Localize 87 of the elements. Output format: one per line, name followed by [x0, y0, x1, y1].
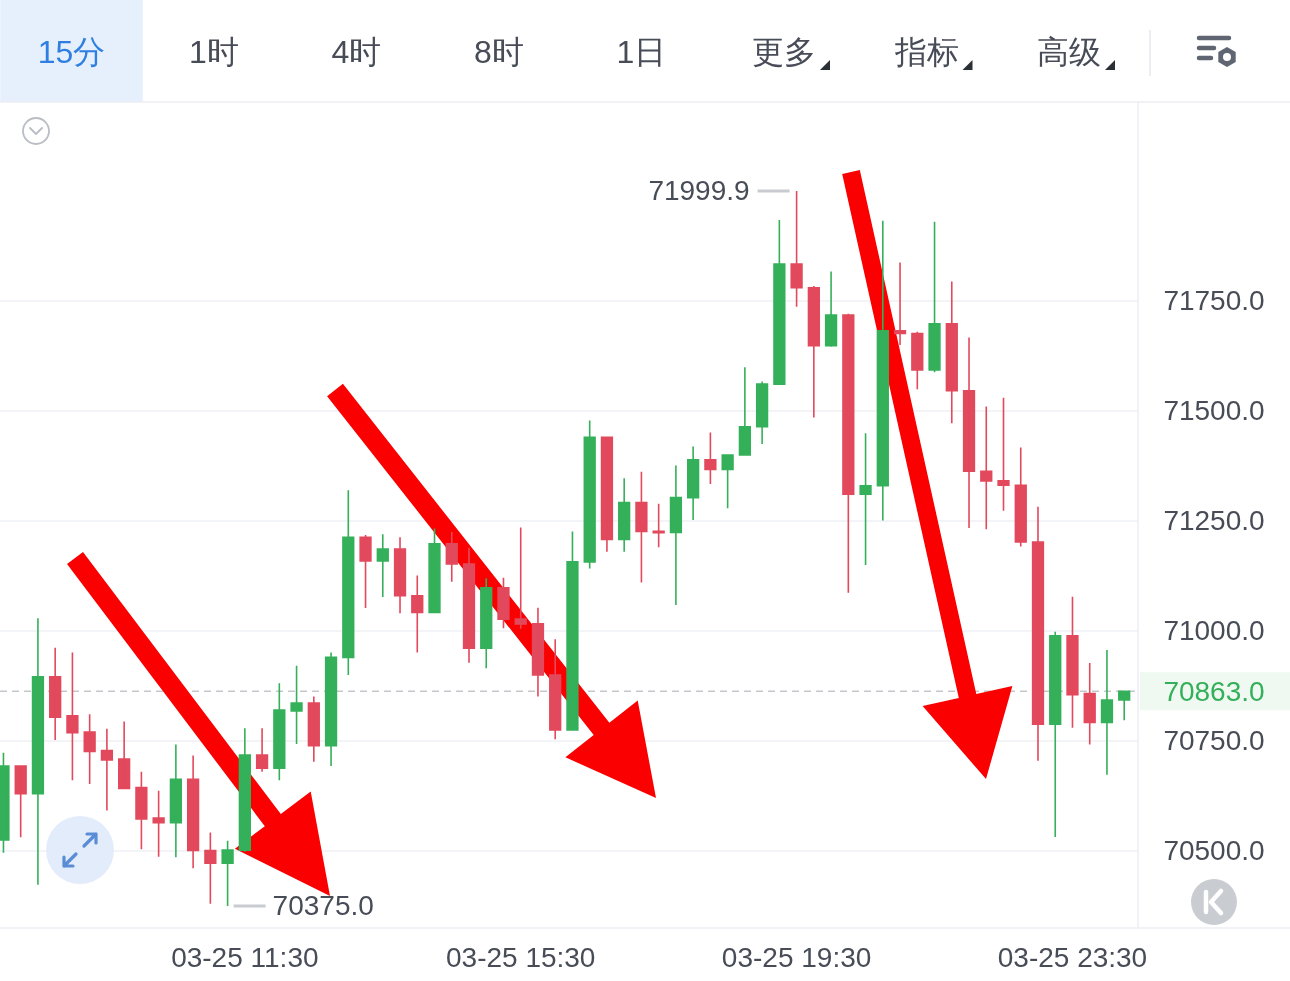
candlestick	[893, 261, 907, 346]
candlestick	[135, 770, 148, 851]
tab-label: 4时	[331, 34, 382, 70]
candlestick	[583, 419, 596, 570]
candlestick	[824, 270, 838, 348]
annotation: 70375.0	[272, 890, 374, 922]
tab-label: 8时	[474, 34, 524, 70]
candlestick	[738, 366, 752, 457]
candlestick	[928, 220, 941, 373]
candlestick	[790, 190, 803, 308]
tab-label: 指标	[894, 34, 959, 70]
candlestick	[497, 576, 510, 630]
candlestick	[445, 531, 458, 583]
tab-label: 1时	[189, 34, 239, 70]
candlestick	[83, 713, 96, 785]
candlestick	[704, 431, 717, 485]
candlestick	[290, 664, 303, 745]
x-tick-label: 03-25 23:30	[997, 941, 1148, 973]
candlestick	[49, 646, 62, 741]
candlestick	[721, 454, 734, 509]
y-tick-label: 70500.0	[1163, 835, 1265, 867]
tab: 15分	[0, 0, 143, 102]
candlestick	[773, 219, 786, 386]
candlestick	[652, 502, 665, 549]
candlestick	[66, 651, 79, 781]
candlestick	[1031, 506, 1045, 762]
x-tick-label: 03-25 19:30	[721, 941, 872, 973]
candlestick	[204, 831, 217, 905]
candlestick	[531, 606, 545, 698]
tab-label: 1日	[616, 34, 667, 70]
candlestick	[1083, 662, 1096, 746]
candlestick	[859, 432, 872, 566]
x-tick-label: 03-25 11:30	[171, 941, 319, 973]
candlestick	[462, 546, 476, 664]
candlestick	[669, 464, 683, 606]
y-tick-label: 71750.0	[1163, 285, 1265, 317]
candlestick	[618, 477, 631, 553]
candlestick	[962, 336, 976, 529]
candlestick	[428, 527, 441, 614]
candlestick	[842, 312, 855, 594]
candlestick	[1100, 649, 1114, 776]
candlestick	[376, 533, 389, 598]
candlestick	[876, 220, 889, 522]
annotation: 71999.9	[648, 175, 750, 207]
candlestick	[100, 727, 114, 812]
candlestick	[1118, 690, 1131, 722]
candlestick	[807, 285, 820, 419]
candlestick	[14, 764, 27, 839]
tab-label: 更多	[752, 34, 816, 70]
y-tick-label: 70750.0	[1163, 725, 1265, 757]
candlestick	[1014, 446, 1027, 548]
candlestick	[169, 743, 183, 858]
candlestick	[997, 396, 1010, 512]
candlestick	[911, 330, 924, 391]
candlestick	[566, 530, 579, 731]
candlestick	[549, 638, 562, 741]
candlestick	[273, 682, 286, 781]
ref-label: 70863.0	[1140, 672, 1290, 711]
candlestick	[600, 436, 614, 553]
candlestick	[945, 280, 958, 425]
candlestick	[755, 380, 769, 445]
y-tick-label: 71500.0	[1163, 395, 1265, 427]
y-tick-label: 71250.0	[1163, 505, 1265, 537]
candlestick	[324, 651, 338, 767]
candlestick	[238, 727, 251, 853]
candlestick	[221, 840, 234, 907]
candlestick	[186, 754, 200, 869]
candlestick	[31, 617, 45, 886]
candlestick	[342, 489, 355, 676]
candlestick	[152, 789, 165, 858]
candlestick	[307, 695, 320, 763]
candlestick	[635, 470, 648, 584]
candlestick	[514, 526, 527, 630]
x-tick-label: 03-25 15:30	[445, 941, 596, 973]
candlestick	[1049, 631, 1062, 838]
tab-label: 高级	[1037, 34, 1101, 70]
candlestick	[118, 720, 131, 790]
candlestick	[480, 577, 493, 670]
candlestick	[255, 727, 269, 773]
ref-line-label: 70863.0	[1163, 675, 1265, 707]
candlestick	[411, 574, 424, 654]
y-tick-label: 71000.0	[1163, 615, 1265, 647]
candlestick	[1066, 595, 1079, 729]
candlestick	[687, 445, 700, 521]
candlestick	[393, 536, 407, 615]
candlestick	[980, 405, 993, 531]
candlestick	[359, 534, 372, 609]
